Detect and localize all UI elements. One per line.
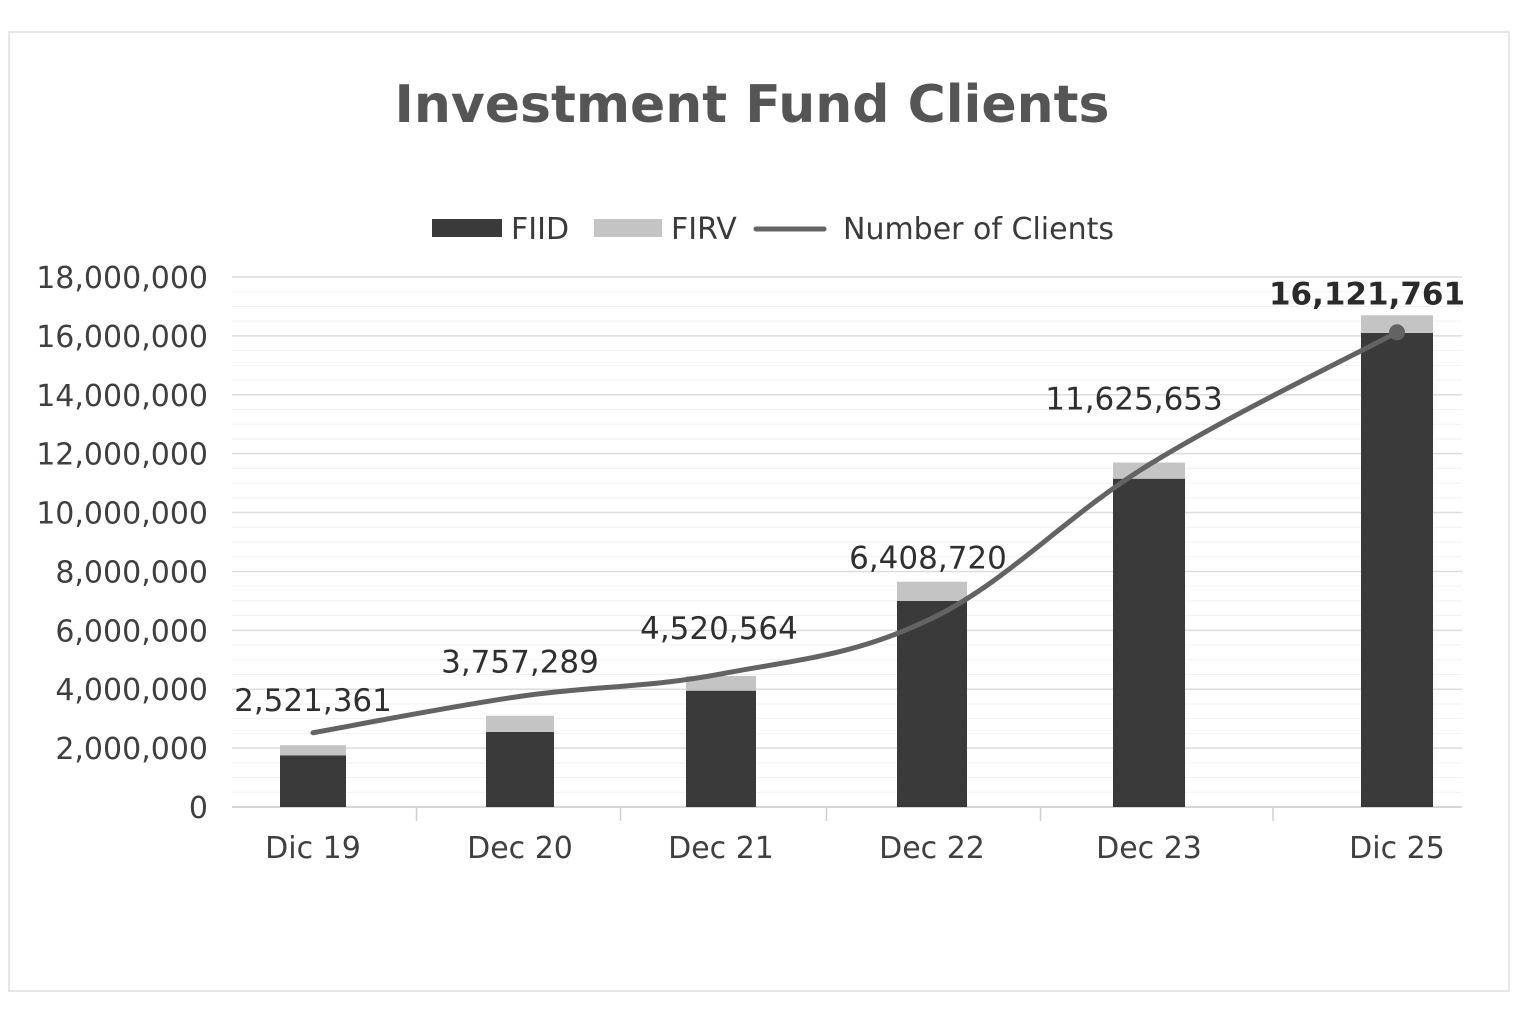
data-label-dec-22: 6,408,720 xyxy=(849,540,1007,576)
legend-label-firv: FIRV xyxy=(671,212,737,247)
x-tick-label-dec-22: Dec 22 xyxy=(879,831,985,866)
y-tick-label: 6,000,000 xyxy=(55,614,208,649)
y-tick-label: 0 xyxy=(189,791,208,826)
x-tick-label-dec-21: Dec 21 xyxy=(668,831,774,866)
x-tick-label-dic-25: Dic 25 xyxy=(1349,831,1445,866)
y-tick-label: 14,000,000 xyxy=(36,379,208,414)
data-label-dic-19: 2,521,361 xyxy=(234,683,392,719)
bar-firv-dec-21 xyxy=(686,675,756,691)
bar-fiid-dic-19 xyxy=(280,755,346,807)
bar-fiid-dec-23 xyxy=(1113,478,1185,807)
bar-firv-dec-22 xyxy=(897,581,967,601)
bar-firv-dic-25 xyxy=(1361,315,1433,333)
bar-firv-dic-19 xyxy=(280,745,346,756)
y-tick-label: 18,000,000 xyxy=(36,261,208,296)
y-tick-label: 10,000,000 xyxy=(36,497,208,532)
data-label-dec-21: 4,520,564 xyxy=(640,611,798,647)
clients-line-path xyxy=(310,329,1400,736)
chart-legend: FIID FIRV Number of Clients xyxy=(432,212,1114,247)
x-tick-label-dec-20: Dec 20 xyxy=(467,831,573,866)
bar-fiid-dec-22 xyxy=(897,600,967,807)
data-label-dec-23: 11,625,653 xyxy=(1045,382,1223,418)
y-tick-label: 2,000,000 xyxy=(55,732,208,767)
x-tick-label-dec-23: Dec 23 xyxy=(1096,831,1202,866)
data-label-dec-20: 3,757,289 xyxy=(441,644,599,680)
x-axis: Dic 19 Dec 20 Dec 21 Dec 22 Dec 23 Dic 25 xyxy=(232,806,1462,866)
bars xyxy=(280,315,1433,807)
data-label-dic-25: 16,121,761 xyxy=(1269,276,1465,312)
y-tick-label: 4,000,000 xyxy=(55,673,208,708)
legend-label-fiid: FIID xyxy=(511,212,569,247)
bar-fiid-dic-25 xyxy=(1361,332,1433,807)
chart-frame xyxy=(8,31,1510,992)
y-tick-label: 8,000,000 xyxy=(55,555,208,590)
data-labels: 2,521,361 3,757,289 4,520,564 6,408,720 11,6… xyxy=(234,276,1465,718)
legend-label-number-of-clients: Number of Clients xyxy=(843,212,1114,247)
clients-point-dic-25 xyxy=(1389,324,1405,341)
clients-line xyxy=(310,324,1405,736)
y-axis: 0 2,000,000 4,000,000 6,000,000 8,000,000 10,… xyxy=(36,261,208,826)
bar-fiid-dec-21 xyxy=(686,690,756,807)
legend-swatch-firv xyxy=(594,219,662,237)
chart-title: Investment Fund Clients xyxy=(395,75,1110,135)
y-tick-label: 12,000,000 xyxy=(36,438,208,473)
x-tick-label-dic-19: Dic 19 xyxy=(265,831,361,866)
bar-firv-dec-20 xyxy=(486,715,554,732)
legend-swatch-fiid xyxy=(432,219,502,237)
gridlines xyxy=(232,276,1462,808)
bar-fiid-dec-20 xyxy=(486,731,554,807)
y-tick-label: 16,000,000 xyxy=(36,320,208,355)
